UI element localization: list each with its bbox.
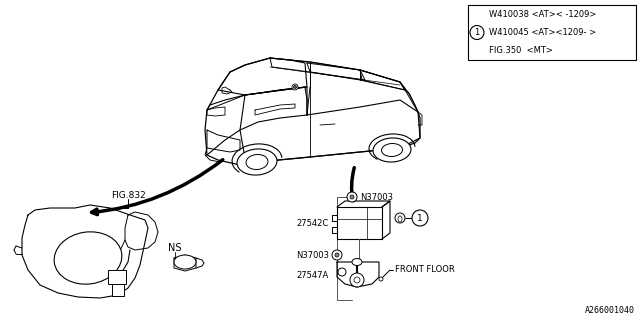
Circle shape bbox=[350, 273, 364, 287]
Text: 27547A: 27547A bbox=[297, 271, 329, 281]
Ellipse shape bbox=[174, 255, 196, 269]
Text: 1: 1 bbox=[417, 213, 423, 222]
Ellipse shape bbox=[237, 149, 277, 175]
Circle shape bbox=[347, 192, 357, 202]
Circle shape bbox=[350, 195, 354, 199]
Circle shape bbox=[354, 277, 360, 283]
Circle shape bbox=[412, 210, 428, 226]
Text: FRONT FLOOR: FRONT FLOOR bbox=[395, 266, 455, 275]
Bar bbox=[112, 284, 124, 296]
Text: N37003: N37003 bbox=[296, 252, 329, 260]
Ellipse shape bbox=[381, 143, 403, 156]
Ellipse shape bbox=[398, 216, 402, 222]
Bar bbox=[108, 270, 126, 284]
Circle shape bbox=[332, 250, 342, 260]
Circle shape bbox=[395, 213, 405, 223]
Text: 1: 1 bbox=[474, 28, 479, 37]
Circle shape bbox=[470, 26, 484, 39]
Circle shape bbox=[335, 253, 339, 257]
Ellipse shape bbox=[352, 259, 362, 266]
Text: 27542C: 27542C bbox=[297, 219, 329, 228]
Ellipse shape bbox=[246, 155, 268, 170]
Circle shape bbox=[379, 277, 383, 281]
Text: FIG.350  <MT>: FIG.350 <MT> bbox=[489, 46, 553, 55]
Text: N37003: N37003 bbox=[360, 193, 393, 202]
Text: W410045 <AT><1209- >: W410045 <AT><1209- > bbox=[489, 28, 596, 37]
Text: A266001040: A266001040 bbox=[585, 306, 635, 315]
Ellipse shape bbox=[54, 232, 122, 284]
Text: W410038 <AT>< -1209>: W410038 <AT>< -1209> bbox=[489, 10, 596, 19]
Circle shape bbox=[294, 85, 296, 89]
Circle shape bbox=[338, 268, 346, 276]
Text: NS: NS bbox=[168, 243, 182, 253]
Text: FIG.832: FIG.832 bbox=[111, 190, 145, 199]
Bar bbox=[468, 5, 636, 60]
Ellipse shape bbox=[373, 138, 411, 162]
Circle shape bbox=[292, 84, 298, 90]
